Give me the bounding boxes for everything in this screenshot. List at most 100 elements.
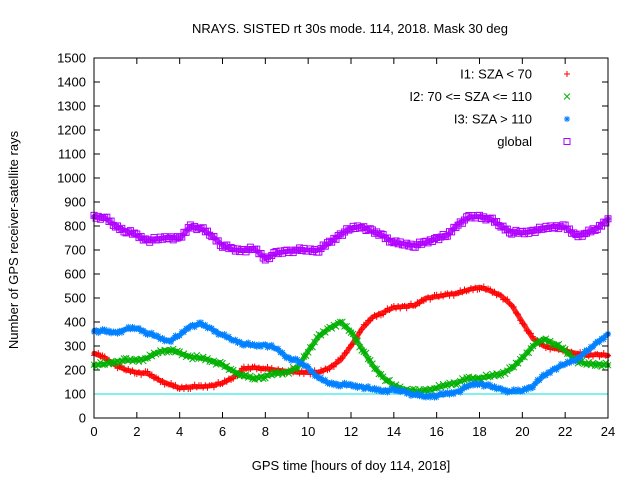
y-tick-label: 1200 <box>57 123 86 138</box>
data-point <box>553 341 560 349</box>
data-point <box>530 333 537 340</box>
data-point <box>315 248 323 256</box>
data-point <box>371 365 378 373</box>
data-point <box>317 331 325 339</box>
y-tick-label: 100 <box>64 387 86 402</box>
legend-marker <box>564 116 570 122</box>
data-point <box>155 375 162 382</box>
data-point <box>223 362 231 370</box>
data-point <box>581 360 588 368</box>
data-point <box>431 385 438 392</box>
data-point <box>412 302 419 309</box>
data-point <box>579 351 586 358</box>
data-point <box>285 370 293 377</box>
data-point <box>358 326 365 333</box>
legend-label: I2: 70 <= SZA <= 110 <box>409 89 532 104</box>
data-point <box>270 369 278 376</box>
data-point <box>195 354 203 362</box>
x-tick-label: 4 <box>176 424 183 439</box>
data-point <box>305 363 312 370</box>
data-point <box>315 330 323 338</box>
data-point <box>168 339 175 346</box>
data-point <box>311 338 318 346</box>
y-tick-label: 800 <box>64 219 86 234</box>
data-point <box>319 241 327 249</box>
data-point <box>377 230 385 238</box>
data-point <box>306 344 314 351</box>
data-point <box>168 380 175 387</box>
data-point <box>373 313 380 320</box>
data-point <box>178 233 186 241</box>
data-point <box>375 370 383 378</box>
data-point <box>144 354 151 362</box>
data-point <box>287 367 295 374</box>
series-3 <box>90 211 612 264</box>
data-point <box>285 354 292 361</box>
data-point <box>214 237 222 245</box>
y-tick-label: 1500 <box>57 51 86 66</box>
data-point <box>230 375 237 382</box>
data-point <box>354 337 361 345</box>
data-point <box>242 371 250 378</box>
data-point <box>555 341 563 348</box>
data-point <box>210 357 218 365</box>
x-tick-label: 24 <box>601 424 615 439</box>
data-point <box>210 232 218 240</box>
data-point <box>542 335 550 343</box>
y-tick-label: 1400 <box>57 75 86 90</box>
data-point <box>591 226 599 234</box>
data-point <box>336 230 344 238</box>
x-tick-label: 20 <box>515 424 529 439</box>
data-point <box>253 245 261 253</box>
legend-label: global <box>497 134 532 149</box>
data-point <box>517 317 524 324</box>
legend-marker <box>564 71 570 77</box>
data-point <box>443 232 451 240</box>
data-point <box>409 385 417 393</box>
data-point <box>133 230 141 238</box>
data-point <box>456 218 464 226</box>
data-point <box>180 350 188 357</box>
y-tick-label: 1300 <box>57 99 86 114</box>
data-point <box>332 235 340 243</box>
data-point <box>114 222 122 230</box>
data-point <box>487 286 494 293</box>
data-point <box>304 349 312 356</box>
data-point <box>333 360 340 367</box>
data-point <box>208 325 215 332</box>
data-point <box>99 361 106 369</box>
data-point <box>515 311 522 318</box>
data-point <box>343 322 351 330</box>
data-point <box>448 228 456 236</box>
data-point <box>320 368 327 375</box>
data-point <box>362 321 369 328</box>
data-point <box>565 225 573 233</box>
data-point <box>333 380 340 387</box>
data-point <box>480 283 487 290</box>
data-point <box>198 319 205 326</box>
y-tick-label: 400 <box>64 315 86 330</box>
data-point <box>328 325 336 332</box>
x-tick-label: 2 <box>133 424 140 439</box>
data-point <box>497 371 505 379</box>
series-0 <box>91 283 611 393</box>
data-point <box>330 363 337 370</box>
x-tick-label: 12 <box>344 424 358 439</box>
data-point <box>504 296 511 303</box>
legend: I1: SZA < 70 I2: 70 <= SZA <= 110 I3: SZA … <box>409 67 571 149</box>
y-tick-label: 600 <box>64 267 86 282</box>
data-point <box>382 308 389 315</box>
plot-area <box>90 211 612 401</box>
data-point <box>349 330 357 338</box>
data-point <box>386 307 393 314</box>
data-point <box>551 342 558 350</box>
data-point <box>309 368 316 375</box>
x-tick-label: 6 <box>219 424 226 439</box>
chart-title: NRAYS. SISTED rt 30s mode. 114, 2018. Ma… <box>192 21 508 36</box>
y-tick-label: 0 <box>79 411 86 426</box>
data-point <box>131 355 139 363</box>
data-point <box>497 292 504 299</box>
data-point <box>474 374 481 382</box>
data-point <box>319 328 327 335</box>
